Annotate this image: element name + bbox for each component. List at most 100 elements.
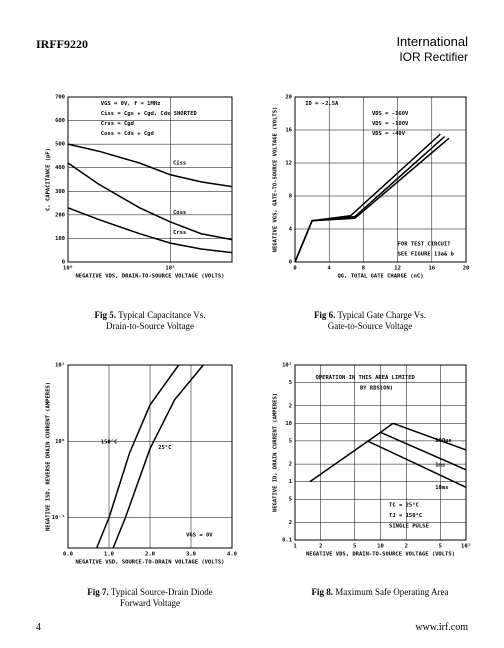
annotation: Ciss = Cgs + Cgd, Cds SHORTED — [101, 111, 198, 117]
y-tick-label: 1 — [289, 479, 293, 485]
caption-label: Fig 5. — [94, 310, 116, 320]
y-tick-label: 10⁻¹ — [52, 514, 65, 521]
series-label: Crss — [173, 230, 186, 236]
annotation: Coss = Cds + Cgd — [101, 131, 154, 137]
caption-text: Forward Voltage — [120, 598, 180, 608]
y-tick-label: 100 — [55, 236, 65, 242]
y-tick-label: 300 — [55, 189, 65, 195]
series-line — [294, 133, 441, 263]
series-label: VDS = -40V — [372, 131, 406, 137]
y-tick-label: 5 — [289, 438, 292, 444]
series-line — [67, 207, 233, 254]
x-tick-label: 16 — [428, 266, 435, 272]
y-tick-label: 400 — [55, 165, 65, 171]
annotation: VGS = 0V — [186, 533, 213, 539]
caption-text: Typical Source-Drain Diode — [111, 587, 213, 597]
x-tick-label: 20 — [463, 266, 470, 272]
x-tick-label: 10² — [461, 543, 471, 550]
series-label: VDS = -160V — [372, 111, 409, 117]
y-tick-label: 500 — [55, 142, 65, 148]
caption-text: Gate-to-Source Voltage — [328, 321, 412, 331]
x-tick-label: 4.0 — [227, 552, 237, 558]
caption-text: Drain-to-Source Voltage — [106, 321, 194, 331]
annotation: VGS = 0V, f = 1MHz — [101, 101, 161, 107]
y-tick-label: 16 — [285, 128, 292, 134]
part-number: IRFF9220 — [36, 37, 88, 51]
y-tick-label: 20 — [285, 95, 292, 101]
brand: IOR Rectifier — [399, 50, 468, 64]
y-tick-label: 2 — [289, 520, 292, 526]
page-number: 4 — [36, 622, 41, 633]
caption-text: Maximum Safe Operating Area — [335, 587, 448, 597]
series-line — [366, 440, 467, 488]
y-tick-label: 2 — [289, 403, 292, 409]
y-tick-label: 2 — [289, 462, 292, 468]
x-tick-label: 1.0 — [104, 552, 114, 558]
caption-label: Fig 6. — [314, 310, 336, 320]
annotation: TJ = 150°C — [389, 513, 422, 519]
x-tick-label: 0 — [293, 266, 296, 272]
y-tick-label: 10² — [282, 362, 292, 369]
caption-label: Fig 7. — [87, 587, 109, 597]
x-tick-label: 5 — [439, 544, 442, 550]
y-tick-label: 5 — [289, 497, 292, 503]
annotation: ID = -2.5A — [305, 101, 339, 107]
series-line — [112, 364, 204, 549]
y-tick-label: 10⁰ — [55, 438, 65, 445]
x-tick-label: 2 — [319, 544, 322, 550]
caption: Fig 8. Maximum Safe Operating Area — [312, 587, 449, 597]
y-tick-label: 600 — [55, 118, 65, 124]
series-line — [392, 422, 467, 451]
x-axis-label: NEGATIVE VDS, DRAIN-TO-SOURCE VOLTAGE (V… — [306, 552, 455, 558]
y-tick-label: 700 — [55, 95, 65, 101]
y-tick-label: 4 — [289, 227, 293, 233]
brand: International — [396, 34, 468, 49]
y-tick-label: 8 — [289, 194, 292, 200]
x-tick-label: 5 — [353, 544, 356, 550]
caption: Fig 5. Typical Capacitance Vs. — [94, 310, 205, 320]
series-label: Coss — [173, 210, 186, 216]
y-axis-label: C, CAPACITANCE (pF) — [46, 148, 52, 211]
url: www.irf.com — [415, 622, 468, 633]
x-tick-label: 8 — [362, 266, 365, 272]
series-label: 150°C — [101, 439, 118, 445]
series-line — [67, 162, 233, 241]
y-axis-label: NEGATIVE VGS, GATE-TO-SOURCE VOLTAGE (VO… — [273, 107, 279, 253]
y-axis-label: NEGATIVE ID, DRAIN CURRENT (AMPERES) — [273, 393, 279, 512]
y-tick-label: 12 — [285, 161, 292, 167]
y-tick-label: 10 — [285, 421, 292, 427]
series-line — [380, 431, 467, 471]
x-tick-label: 0.0 — [63, 552, 73, 558]
x-axis-label: NEGATIVE VSD, SOURCE-TO-DRAIN VOLTAGE (V… — [75, 560, 224, 566]
series-label: 25°C — [158, 445, 171, 451]
series-label: 100µs — [435, 438, 452, 444]
series-line — [96, 364, 180, 549]
x-tick-label: 10⁰ — [63, 265, 73, 272]
caption-text: Typical Gate Charge Vs. — [338, 310, 427, 320]
annotation: OPERATION IN THIS AREA LIMITED — [316, 375, 416, 381]
x-axis-label: QG, TOTAL GATE CHARGE (nC) — [337, 274, 423, 280]
x-tick-label: 1 — [293, 544, 297, 550]
x-tick-label: 10¹ — [165, 265, 175, 272]
y-tick-label: 0 — [289, 260, 292, 266]
caption: Fig 6. Typical Gate Charge Vs. — [314, 310, 426, 320]
x-tick-label: 10 — [377, 544, 384, 550]
annotation: SEE FIGURE 13a& b — [398, 251, 455, 257]
x-tick-label: 2.0 — [145, 552, 155, 558]
series-label: 10ms — [435, 485, 448, 491]
annotation: FOR TEST CIRCUIT — [398, 241, 452, 247]
series-label: 1ms — [435, 462, 445, 468]
series-label: VDS = -100V — [372, 121, 409, 127]
annotation: BY RDS(ON) — [360, 385, 393, 391]
y-tick-label: 5 — [289, 380, 292, 386]
x-tick-label: 4 — [328, 266, 332, 272]
y-tick-label: 10¹ — [55, 362, 65, 369]
y-tick-label: 200 — [55, 212, 65, 218]
series-line — [67, 143, 233, 188]
x-tick-label: 2 — [405, 544, 408, 550]
annotation: Crss = Cgd — [101, 121, 134, 127]
caption-label: Fig 8. — [312, 587, 334, 597]
caption: Fig 7. Typical Source-Drain Diode — [87, 587, 212, 597]
